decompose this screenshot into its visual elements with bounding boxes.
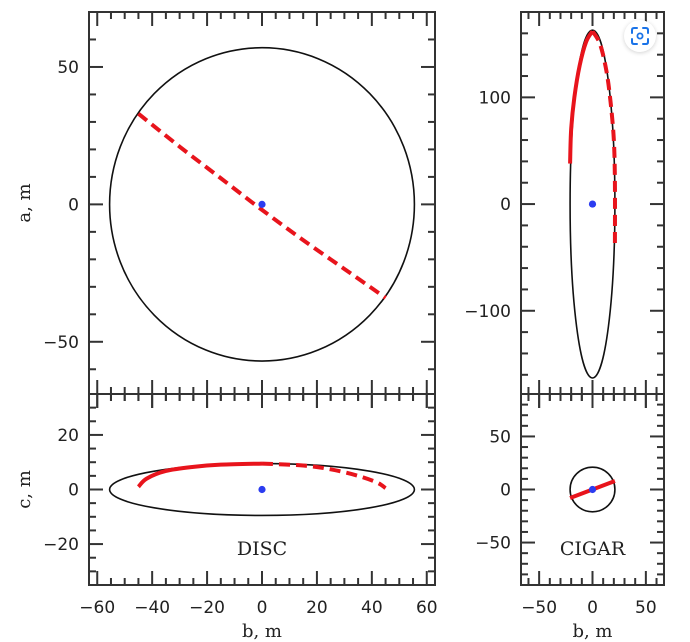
y-tick-label: 0: [500, 481, 511, 501]
x-axis-label: b, m: [242, 621, 282, 642]
x-tick-label: 50: [635, 598, 657, 618]
y-tick-label: −50: [43, 333, 79, 353]
panel-disc_ab: −50 0 50 a, m: [14, 11, 436, 408]
y-tick-label: −50: [475, 534, 511, 554]
y-tick-label: 0: [68, 195, 79, 215]
trajectory-dashed: [137, 112, 387, 300]
y-tick-label: −100: [464, 302, 511, 322]
y-axis-label: a, m: [14, 183, 35, 222]
panel-disc_bc: −20 0 20 −60 −40 −20 0 20 40 60 b, m c, m DISC: [14, 393, 438, 642]
x-axis-label: b, m: [572, 621, 612, 642]
y-tick-label: 0: [500, 195, 511, 215]
y-tick-label: 50: [489, 427, 511, 447]
y-tick-label: 0: [68, 481, 79, 501]
panel-annotation: DISC: [237, 538, 287, 560]
y-tick-label: 100: [479, 88, 511, 108]
x-tick-label: 20: [306, 598, 328, 618]
center-point: [588, 200, 597, 208]
lens-search-button[interactable]: [624, 20, 656, 52]
panel-cigar_ab: −100 0 100: [464, 11, 665, 408]
y-tick-label: 50: [57, 58, 79, 78]
google-lens-icon: [631, 27, 649, 45]
center-point: [588, 485, 597, 494]
x-tick-label: −20: [189, 598, 225, 618]
y-axis-label: c, m: [14, 470, 35, 509]
trajectory-solid: [568, 30, 595, 164]
center-point: [258, 485, 266, 494]
x-tick-label: 0: [587, 598, 598, 618]
trajectory-dashed: [590, 30, 617, 245]
panel-cigar_bc: −50 0 50 −50 0 50 b, m CIGAR: [475, 393, 665, 642]
x-tick-label: −60: [79, 598, 115, 618]
center-point: [258, 200, 266, 208]
trajectory-dashed: [261, 461, 387, 490]
x-tick-label: −50: [521, 598, 557, 618]
y-tick-label: −20: [43, 535, 79, 555]
x-tick-label: 40: [361, 598, 383, 618]
x-tick-label: 0: [257, 598, 268, 618]
panel-annotation: CIGAR: [560, 538, 626, 560]
body-outline-ellipse: [569, 466, 616, 513]
body-outline-ellipse: [108, 46, 416, 362]
x-tick-label: −40: [134, 598, 170, 618]
y-tick-label: 20: [57, 426, 79, 446]
x-tick-label: 60: [416, 598, 438, 618]
trajectory-solid: [136, 461, 263, 489]
